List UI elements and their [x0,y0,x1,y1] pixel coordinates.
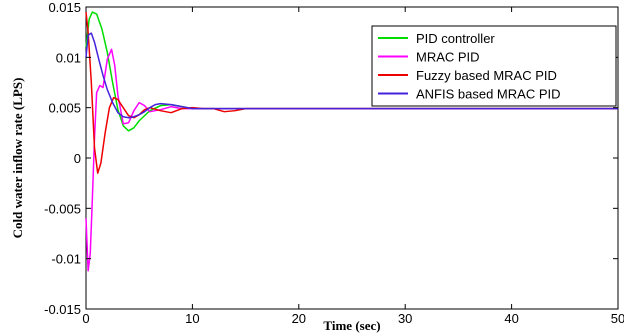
legend-label: ANFIS based MRAC PID [416,87,561,102]
y-tick-label: -0.01 [51,252,81,267]
series-layer [85,11,618,272]
x-tick-label: 0 [82,311,89,326]
legend: PID controller MRAC PID Fuzzy based MRAC P… [371,25,617,107]
x-tick-label: 40 [504,311,518,326]
x-tick-label: 30 [398,311,412,326]
ticks-layer: 0 10 20 30 40 50 -0.015 -0.01 -0.005 0 0.005 0.01 0.… [44,0,624,326]
x-tick-label: 50 [611,311,624,326]
y-tick-label: 0 [74,151,81,166]
x-axis-label: Time (sec) [323,318,380,333]
y-axis-label: Cold water inflow rate (LPS) [10,78,25,239]
y-tick-label: 0.01 [56,50,81,65]
y-tick-label: 0.005 [48,101,81,116]
y-tick-label: 0.015 [48,0,81,15]
legend-box [371,25,617,107]
series-line [85,32,618,119]
y-tick-label: -0.015 [44,302,81,317]
legend-label: MRAC PID [416,50,480,65]
legend-label: PID controller [416,31,495,46]
x-tick-label: 20 [292,311,306,326]
x-tick-label: 10 [185,311,199,326]
legend-label: Fuzzy based MRAC PID [416,68,557,83]
y-tick-label: -0.005 [44,201,81,216]
